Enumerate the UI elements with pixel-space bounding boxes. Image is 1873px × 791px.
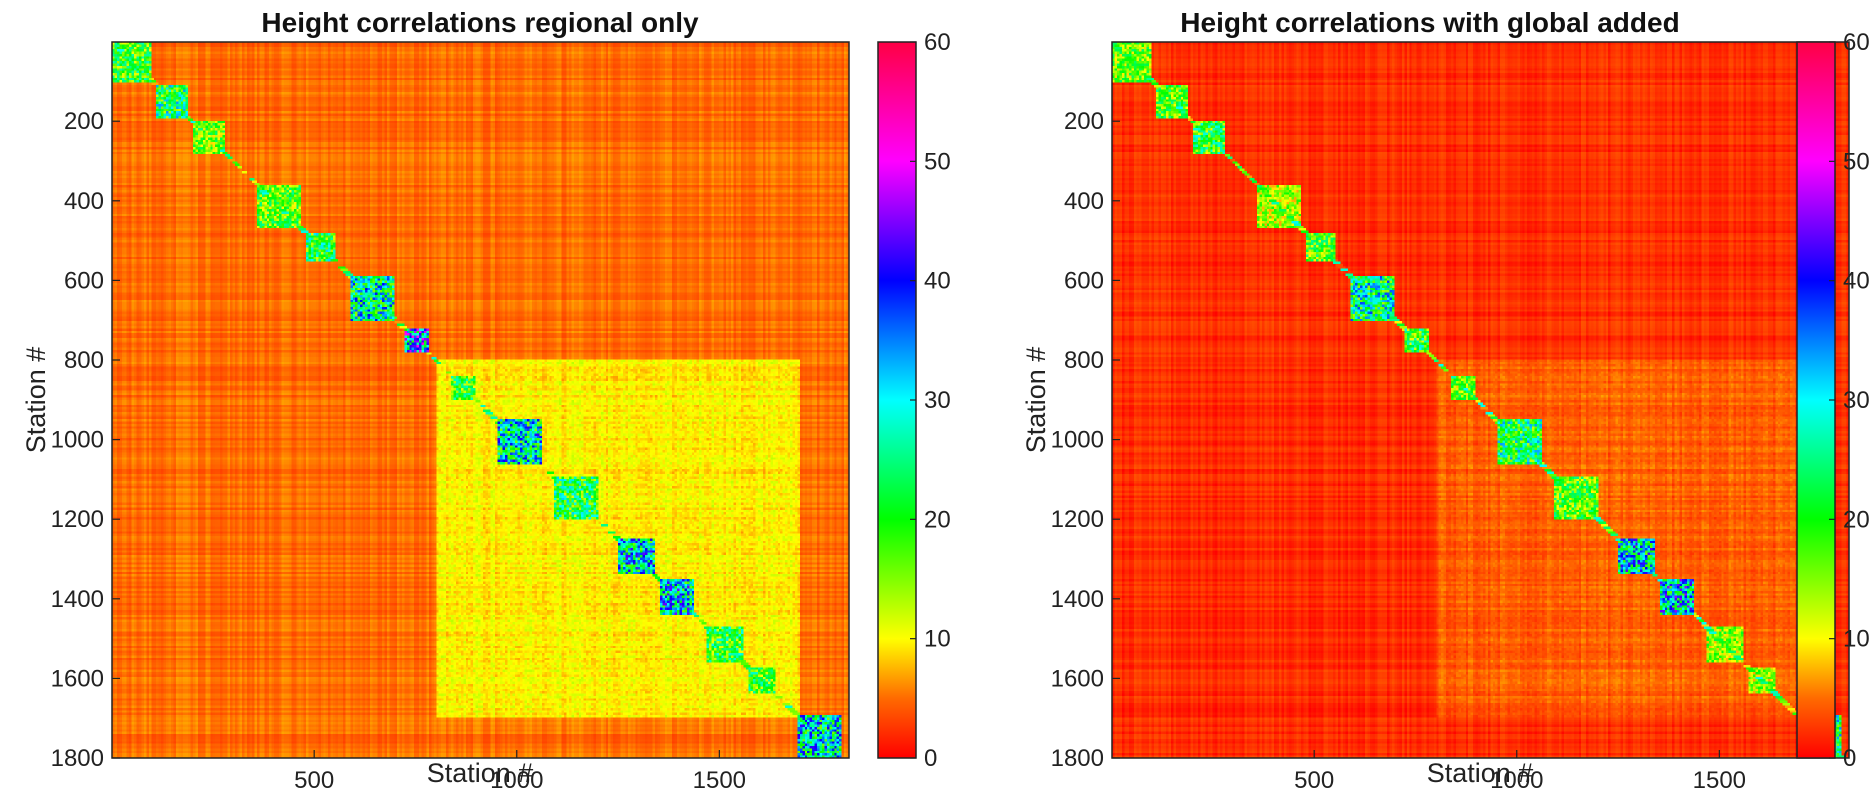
right-x-label: Station #: [1427, 758, 1534, 788]
left-y-ticks: 200 400 600 800 1000 1200 1400 1600 1800: [51, 108, 120, 772]
right-x-ticks: 500 1000 1500: [1294, 750, 1746, 791]
left-y-label: Station #: [21, 347, 51, 454]
y-tick-label: 1800: [1051, 745, 1104, 772]
y-tick-label: 1200: [51, 506, 104, 533]
x-tick-label: 1500: [693, 767, 746, 791]
left-axes-frame: [111, 41, 850, 759]
y-tick-label: 600: [64, 267, 104, 294]
y-tick-label: 1000: [1051, 427, 1104, 454]
right-heatmap: [1112, 42, 1849, 758]
right-axes-frame: [1111, 41, 1850, 759]
colorbar-tick-label: 50: [1843, 148, 1870, 175]
x-tick-label: 500: [1294, 767, 1334, 791]
colorbar-tick-label: 40: [1843, 268, 1870, 295]
x-tick-label: 1000: [1490, 767, 1543, 791]
y-tick-label: 400: [64, 188, 104, 215]
colorbar-tick-label: 10: [924, 626, 951, 653]
y-tick-label: 1600: [1051, 665, 1104, 692]
left-colorbar: 0 10 20 30 40 50 60: [877, 29, 951, 772]
y-tick-label: 1800: [51, 745, 104, 772]
y-tick-label: 1200: [1051, 506, 1104, 533]
left-colorbar-ticks: 0 10 20 30 40 50 60: [910, 29, 951, 772]
y-tick-label: 1400: [51, 586, 104, 613]
y-tick-label: 400: [1064, 188, 1104, 215]
y-tick-label: 800: [1064, 347, 1104, 374]
y-tick-label: 1000: [51, 427, 104, 454]
y-tick-label: 1400: [1051, 586, 1104, 613]
colorbar-tick-label: 20: [924, 506, 951, 533]
x-tick-label: 500: [294, 767, 334, 791]
right-colorbar: 0 10 20 30 40 50 60: [1796, 29, 1870, 772]
right-heatmap-image: [1112, 42, 1849, 758]
right-title: Height correlations with global added: [1180, 7, 1679, 38]
colorbar-tick-label: 30: [924, 387, 951, 414]
right-colorbar-gradient: [1796, 41, 1836, 759]
right-y-label: Station #: [1021, 347, 1051, 454]
left-panel: Height correlations regional only 500 100…: [21, 7, 951, 791]
y-tick-label: 1600: [51, 665, 104, 692]
y-tick-label: 800: [64, 347, 104, 374]
y-tick-label: 600: [1064, 267, 1104, 294]
y-tick-label: 200: [1064, 108, 1104, 135]
left-heatmap: [112, 42, 849, 758]
right-colorbar-ticks: 0 10 20 30 40 50 60: [1829, 29, 1870, 772]
colorbar-tick-label: 50: [924, 148, 951, 175]
x-tick-label: 1000: [490, 767, 543, 791]
left-colorbar-gradient: [877, 41, 917, 759]
left-x-label: Station #: [427, 758, 534, 788]
left-x-ticks: 500 1000 1500: [294, 750, 746, 791]
colorbar-tick-label: 30: [1843, 387, 1870, 414]
left-heatmap-image: [112, 42, 849, 758]
colorbar-tick-label: 10: [1843, 626, 1870, 653]
x-tick-label: 1500: [1693, 767, 1746, 791]
right-panel: Height correlations with global added 50…: [1021, 7, 1870, 791]
y-tick-label: 200: [64, 108, 104, 135]
colorbar-tick-label: 0: [924, 745, 937, 772]
colorbar-tick-label: 0: [1843, 745, 1856, 772]
right-y-ticks: 200 400 600 800 1000 1200 1400 1600 1800: [1051, 108, 1120, 772]
colorbar-tick-label: 20: [1843, 506, 1870, 533]
colorbar-tick-label: 60: [1843, 29, 1870, 56]
left-title: Height correlations regional only: [261, 7, 699, 38]
colorbar-tick-label: 60: [924, 29, 951, 56]
colorbar-tick-label: 40: [924, 268, 951, 295]
